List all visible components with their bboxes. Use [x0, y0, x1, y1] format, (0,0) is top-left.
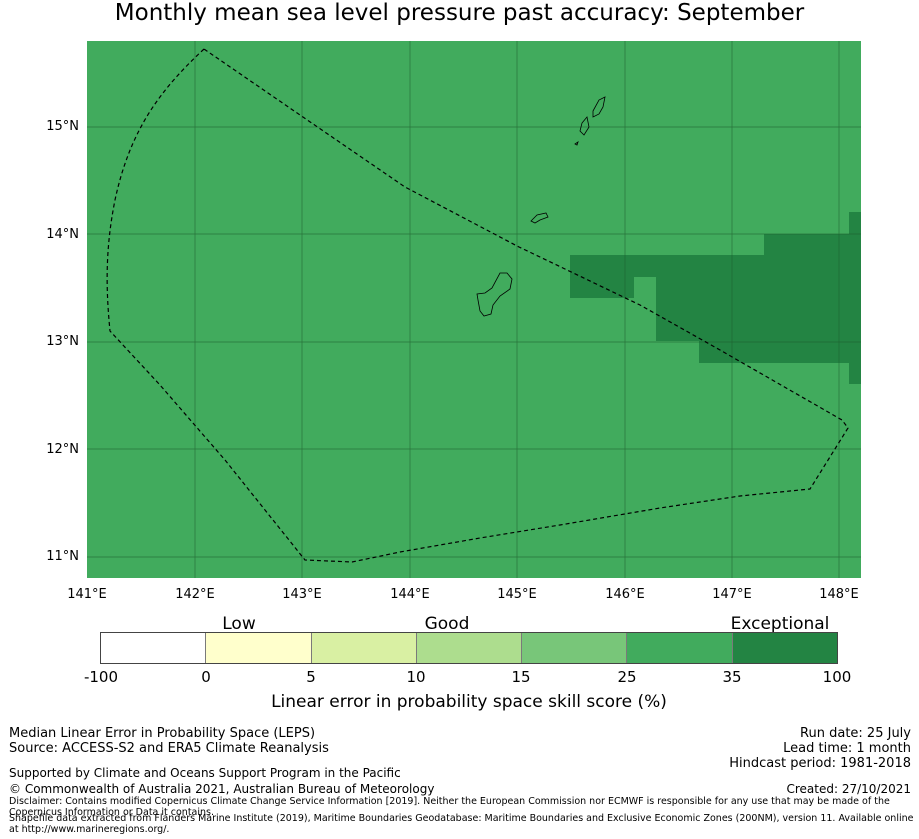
colorbar-tick: 0 [201, 668, 211, 686]
lon-label-141e: 141°E [67, 587, 107, 602]
map-panel [87, 41, 861, 578]
exceptional-cell [570, 255, 634, 298]
colorbar-tick: 15 [511, 668, 531, 686]
island-outlines [476, 96, 606, 317]
lon-label-142e: 142°E [175, 587, 215, 602]
colorbar-swatch [522, 633, 628, 663]
hindcast-period: Hindcast period: 1981-2018 [729, 756, 911, 771]
tinian-outline [579, 116, 590, 136]
shapefile-credit: Shapefile data extracted from Flanders M… [9, 813, 914, 835]
colorbar-swatch [101, 633, 207, 663]
exceptional-cell [656, 277, 764, 341]
footer-copyright: © Commonwealth of Australia 2021, Austra… [9, 782, 435, 796]
eez-boundary [106, 48, 849, 563]
colorbar-swatch [206, 633, 312, 663]
colorbar-tick: 25 [617, 668, 637, 686]
guam-outline [476, 272, 513, 317]
colorbar-swatch [732, 633, 837, 663]
disclaimer: Disclaimer: Contains modified Copernicus… [9, 796, 890, 818]
colorbar-swatch [416, 633, 523, 663]
saipan-outline [592, 96, 606, 118]
exceptional-cell [634, 255, 764, 277]
lat-label-11n: 11°N [46, 549, 79, 564]
colorbar-tick: 35 [722, 668, 742, 686]
category-good: Good [424, 614, 470, 634]
colorbar-tick: -100 [83, 668, 119, 686]
exceptional-skill-region [570, 212, 861, 384]
lat-label-15n: 15°N [46, 119, 79, 134]
created-date: Created: 27/10/2021 [786, 782, 911, 796]
exceptional-cell [699, 341, 764, 363]
lat-label-13n: 13°N [46, 334, 79, 349]
footer-method: Median Linear Error in Probability Space… [9, 726, 316, 741]
exceptional-cell [849, 212, 861, 234]
lat-label-14n: 14°N [46, 227, 79, 242]
lon-label-145e: 145°E [497, 587, 537, 602]
colorbar-swatch [627, 633, 733, 663]
lon-label-146e: 146°E [605, 587, 645, 602]
footer-source: Source: ACCESS-S2 and ERA5 Climate Reana… [9, 741, 329, 756]
page-title: Monthly mean sea level pressure past acc… [114, 0, 805, 26]
colorbar-tick: 100 [822, 668, 852, 686]
graticule [87, 41, 861, 578]
lon-label-148e: 148°E [819, 587, 859, 602]
lead-time: Lead time: 1 month [783, 741, 911, 756]
category-low: Low [222, 614, 256, 634]
lon-label-147e: 147°E [712, 587, 752, 602]
colorbar-tick: 10 [406, 668, 426, 686]
footer-supported: Supported by Climate and Oceans Support … [9, 766, 401, 780]
colorbar-swatch [311, 633, 417, 663]
exceptional-cell [849, 363, 861, 384]
category-exceptional: Exceptional [730, 614, 830, 634]
colorbar-label: Linear error in probability space skill … [271, 692, 667, 712]
colorbar-tick: 5 [306, 668, 316, 686]
exceptional-cell [764, 234, 861, 363]
run-date: Run date: 25 July [800, 726, 911, 741]
lon-label-143e: 143°E [282, 587, 322, 602]
lat-label-12n: 12°N [46, 442, 79, 457]
rota-outline [530, 212, 549, 224]
aguijan-outline [574, 141, 579, 146]
lon-label-144e: 144°E [390, 587, 430, 602]
colorbar [100, 632, 838, 664]
